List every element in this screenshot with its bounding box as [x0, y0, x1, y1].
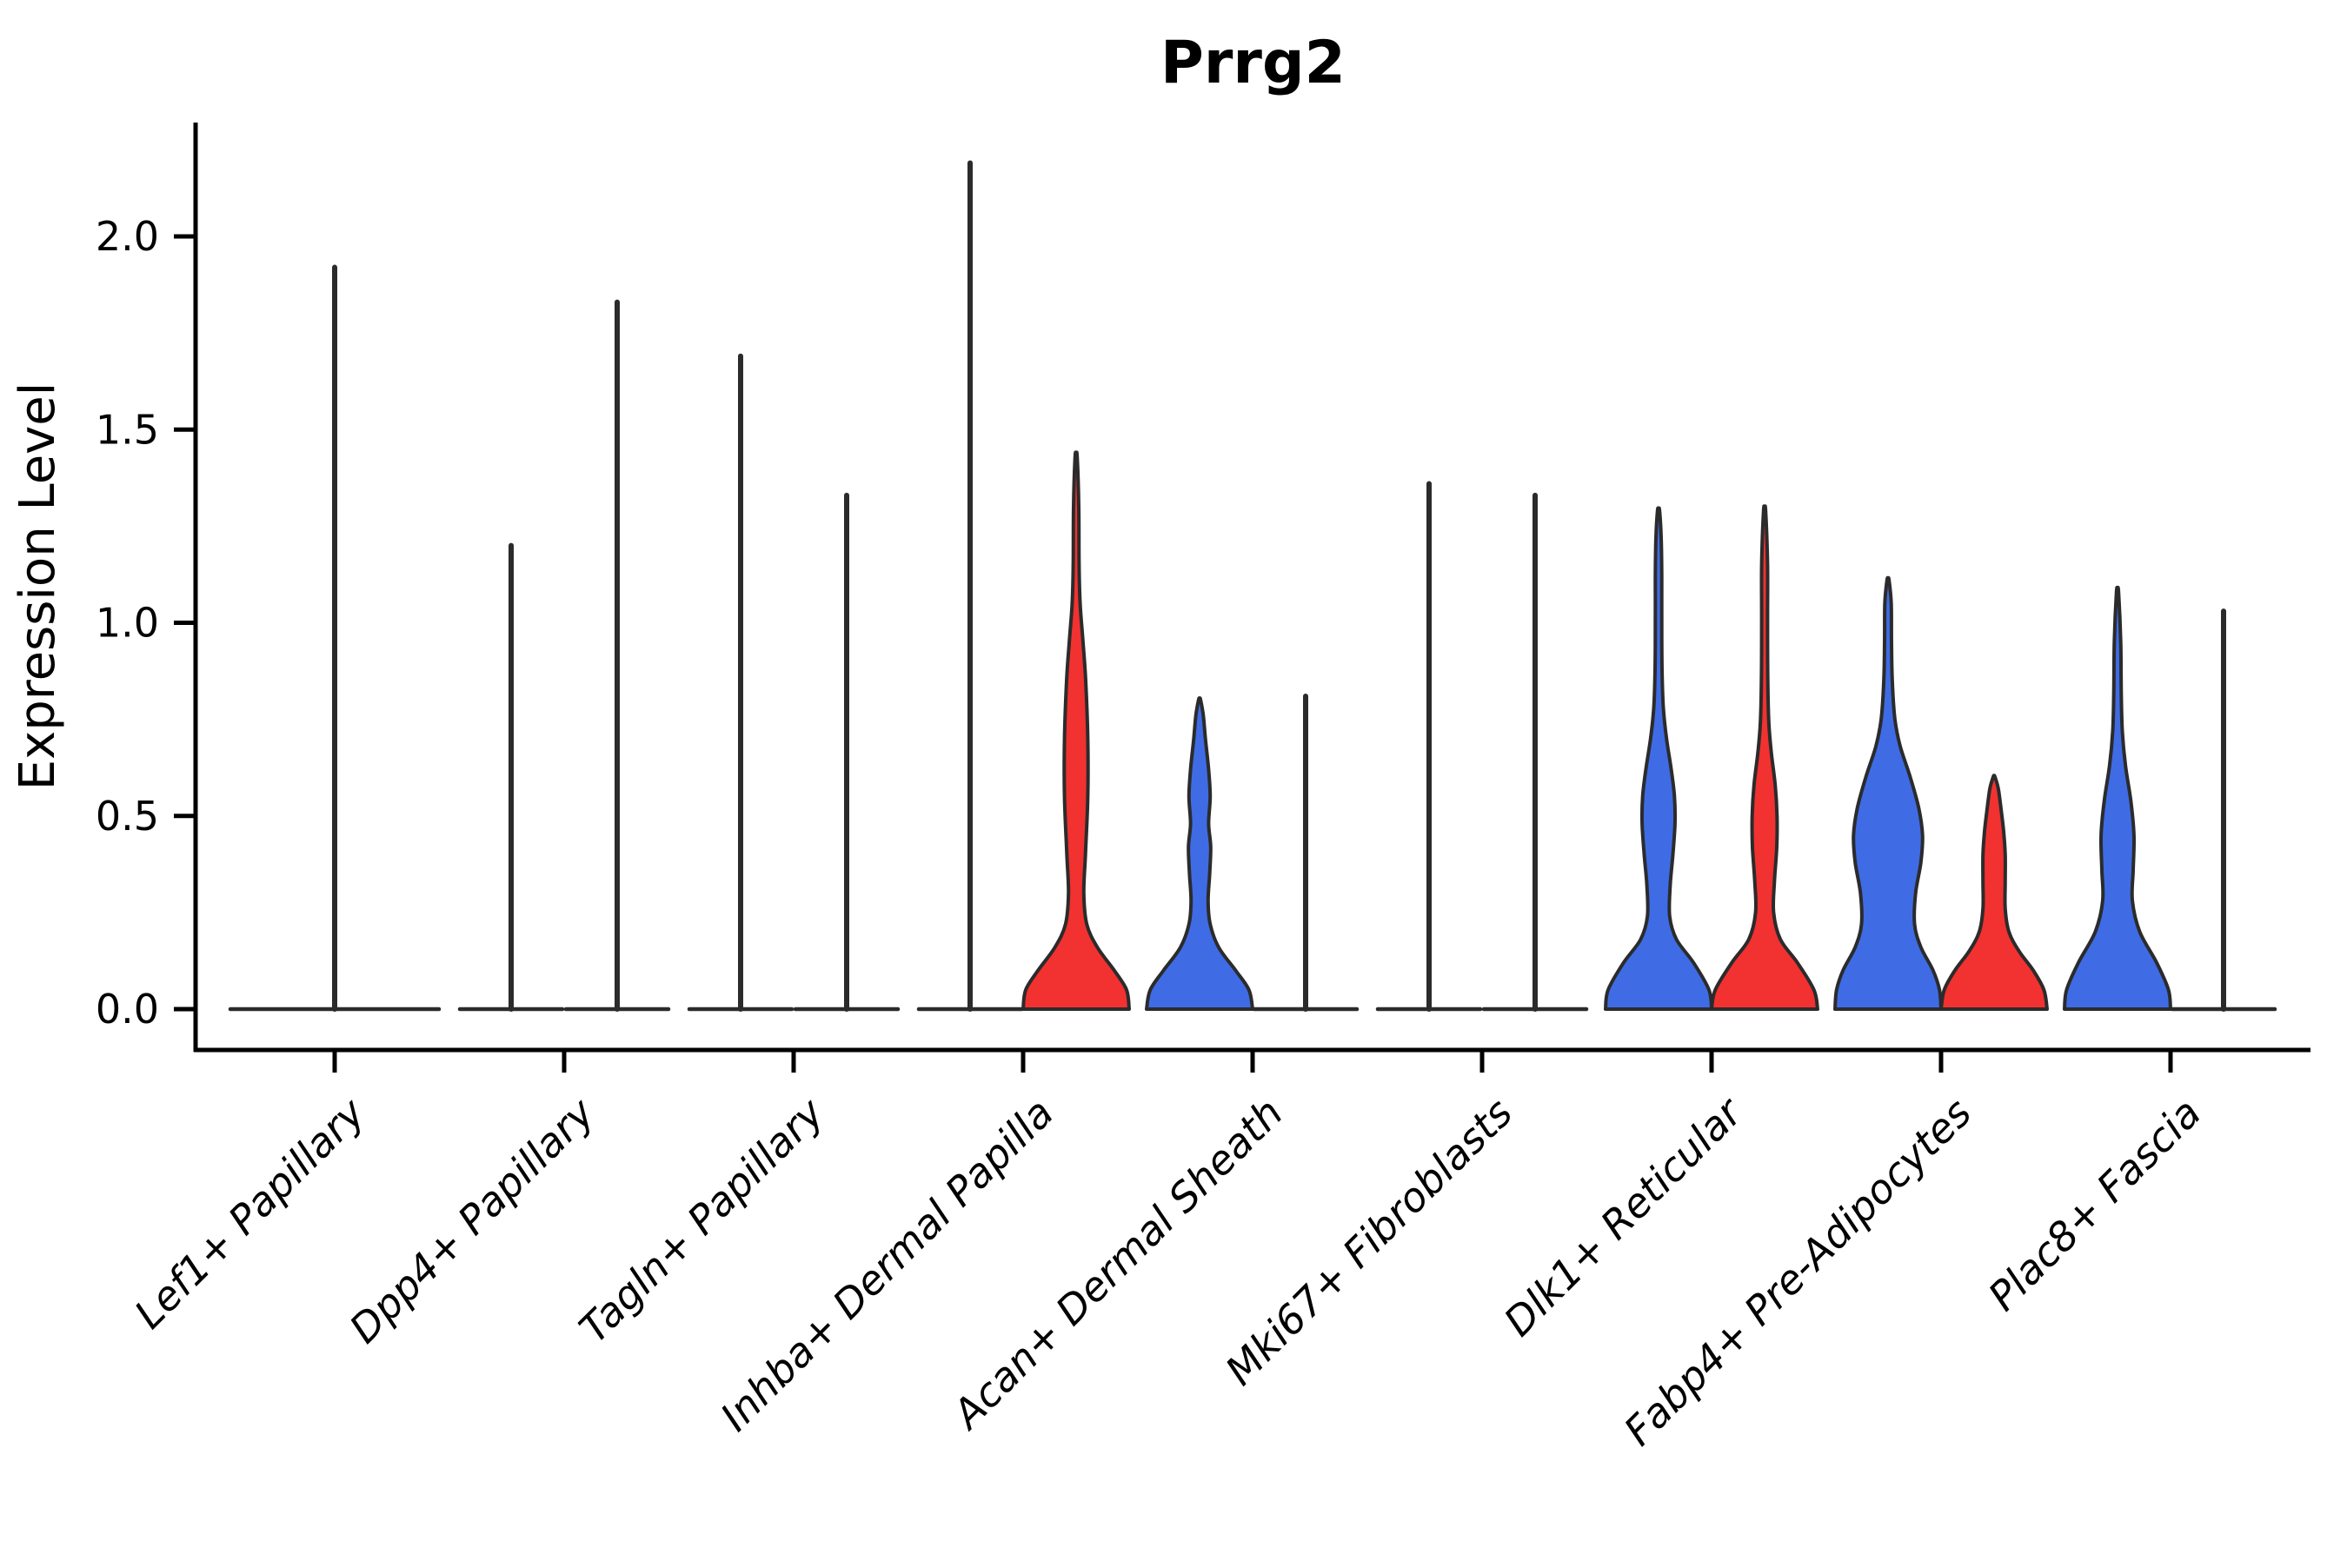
x-tick-label: Dlk1+ Reticular — [1495, 1087, 1753, 1345]
y-tick-label: 2.0 — [96, 213, 159, 260]
violin-body — [1710, 504, 1819, 1011]
violin-body — [1939, 774, 2049, 1011]
violin-body — [1145, 696, 1254, 1011]
y-tick-label: 1.0 — [96, 600, 159, 647]
y-tick-label: 0.0 — [96, 986, 159, 1033]
violin-body — [1021, 450, 1131, 1011]
y-tick-label: 0.5 — [96, 793, 159, 840]
y-tick-label: 1.5 — [96, 406, 159, 453]
chart-title: Prrg2 — [1160, 29, 1346, 97]
x-tick-label: Lef1+ Papillary — [125, 1088, 374, 1337]
y-axis-label: Expression Level — [10, 382, 66, 791]
x-tick-label: Tagln+ Papillary — [570, 1088, 834, 1352]
violin-body — [1833, 575, 1943, 1011]
x-tick-label: Dpp4+ Papillary — [341, 1088, 604, 1352]
x-tick-label: Plac8+ Fascia — [1979, 1089, 2210, 1319]
violin-body — [2063, 585, 2172, 1011]
violin-body — [1604, 506, 1713, 1011]
